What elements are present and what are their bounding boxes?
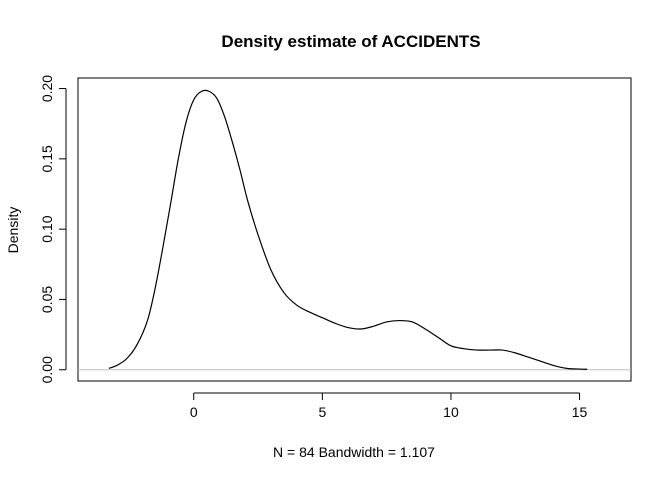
density-curve: [108, 89, 588, 370]
y-tick-label: 0.10: [39, 215, 55, 242]
x-tick-label: 5: [318, 404, 326, 420]
x-axis-label: N = 84 Bandwidth = 1.107: [273, 444, 435, 460]
x-tick-label: 10: [443, 404, 459, 420]
chart-title: Density estimate of ACCIDENTS: [221, 32, 480, 51]
y-tick-label: 0.00: [39, 356, 55, 383]
y-tick-label: 0.05: [39, 286, 55, 313]
y-axis-label: Density: [5, 207, 21, 254]
y-tick-label: 0.20: [39, 75, 55, 102]
x-axis: 0 5 10 15: [190, 392, 588, 420]
plot-frame: [77, 77, 632, 382]
x-tick-label: 0: [190, 404, 198, 420]
y-tick-label: 0.15: [39, 145, 55, 172]
x-tick-label: 15: [572, 404, 588, 420]
series-group: [108, 89, 588, 370]
y-axis: 0.00 0.05 0.10 0.15 0.20: [39, 75, 67, 383]
